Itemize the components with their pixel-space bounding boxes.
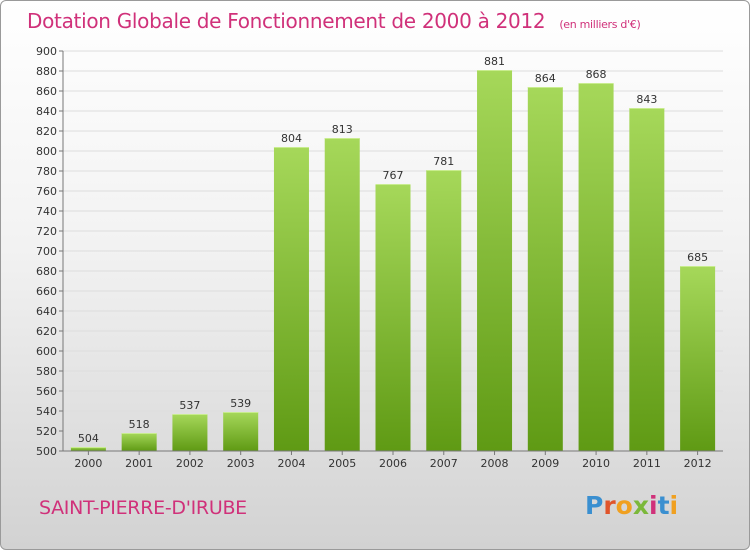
bar-2005	[324, 138, 360, 451]
y-tick-label: 540	[36, 405, 57, 418]
x-tick-label: 2003	[227, 457, 255, 470]
y-tick-label: 800	[36, 145, 57, 158]
logo-letter: r	[603, 491, 616, 520]
bar-value-label: 881	[484, 55, 505, 68]
y-axis-ticks: 500 520 540 560 580 600 620 640 660 680 700 720 740 7…	[36, 45, 63, 458]
x-tick-label: 2008	[481, 457, 509, 470]
y-tick-label: 880	[36, 65, 57, 78]
x-tick-label: 2011	[633, 457, 661, 470]
x-tick-label: 2005	[328, 457, 356, 470]
bar-value-label: 539	[230, 397, 251, 410]
chart-title-text: Dotation Globale de Fonctionnement de 20…	[27, 9, 546, 33]
y-tick-label: 680	[36, 265, 57, 278]
bar-2002	[172, 414, 208, 451]
x-tick-label: 2002	[176, 457, 204, 470]
bar-2009	[527, 87, 563, 451]
bar-2010	[578, 83, 614, 451]
logo-letter: o	[615, 491, 633, 520]
bar-value-label: 767	[383, 169, 404, 182]
bar-value-label: 518	[129, 418, 150, 431]
logo-letter: P	[585, 491, 604, 520]
bar-value-label: 781	[433, 155, 454, 168]
bar-value-labels: 504 518 537 539 804 813 767 781 881 864 868 843 685	[78, 55, 708, 445]
logo-letter: t	[657, 491, 670, 520]
bar-2008	[477, 70, 513, 451]
chart-title: Dotation Globale de Fonctionnement de 20…	[27, 9, 641, 33]
bar-2012	[680, 266, 716, 451]
x-tick-label: 2012	[684, 457, 712, 470]
y-tick-label: 520	[36, 425, 57, 438]
bar-2001	[121, 433, 157, 451]
y-tick-label: 760	[36, 185, 57, 198]
y-tick-label: 720	[36, 225, 57, 238]
x-axis-ticks: 2000 2001 2002 2003 2004 2005 2006 2007 2008 2009…	[74, 451, 712, 470]
bar-2000	[70, 447, 106, 451]
y-tick-label: 600	[36, 345, 57, 358]
x-tick-label: 2010	[582, 457, 610, 470]
y-tick-label: 840	[36, 105, 57, 118]
chart-unit: (en milliers d'€)	[559, 18, 641, 31]
logo-letter: x	[632, 491, 649, 520]
x-tick-label: 2001	[125, 457, 153, 470]
y-tick-label: 820	[36, 125, 57, 138]
y-tick-label: 500	[36, 445, 57, 458]
logo-letter: i	[669, 491, 679, 520]
bar-value-label: 843	[636, 93, 657, 106]
logo-letter: i	[649, 491, 658, 520]
bar-value-label: 504	[78, 432, 99, 445]
axes	[62, 51, 723, 452]
y-tick-label: 740	[36, 205, 57, 218]
x-tick-label: 2006	[379, 457, 407, 470]
bar-value-label: 868	[586, 68, 607, 81]
y-tick-label: 560	[36, 385, 57, 398]
y-tick-label: 660	[36, 285, 57, 298]
bar-value-label: 813	[332, 123, 353, 136]
bar-value-label: 685	[687, 251, 708, 264]
y-tick-label: 580	[36, 365, 57, 378]
proxiti-logo[interactable]: Proxiti	[585, 491, 678, 520]
y-tick-label: 640	[36, 305, 57, 318]
y-tick-label: 700	[36, 245, 57, 258]
bars	[70, 70, 716, 451]
bar-2004	[273, 147, 309, 451]
y-tick-label: 780	[36, 165, 57, 178]
bar-2011	[629, 108, 665, 451]
y-tick-label: 900	[36, 45, 57, 58]
bar-2007	[426, 170, 462, 451]
x-tick-label: 2000	[74, 457, 102, 470]
x-tick-label: 2009	[531, 457, 559, 470]
y-tick-label: 860	[36, 85, 57, 98]
y-tick-label: 620	[36, 325, 57, 338]
bar-value-label: 804	[281, 132, 302, 145]
commune-name: SAINT-PIERRE-D'IRUBE	[39, 497, 247, 519]
bar-2003	[223, 412, 259, 451]
bar-value-label: 864	[535, 72, 556, 85]
x-tick-label: 2004	[277, 457, 305, 470]
x-tick-label: 2007	[430, 457, 458, 470]
bar-value-label: 537	[179, 399, 200, 412]
bar-2006	[375, 184, 411, 451]
